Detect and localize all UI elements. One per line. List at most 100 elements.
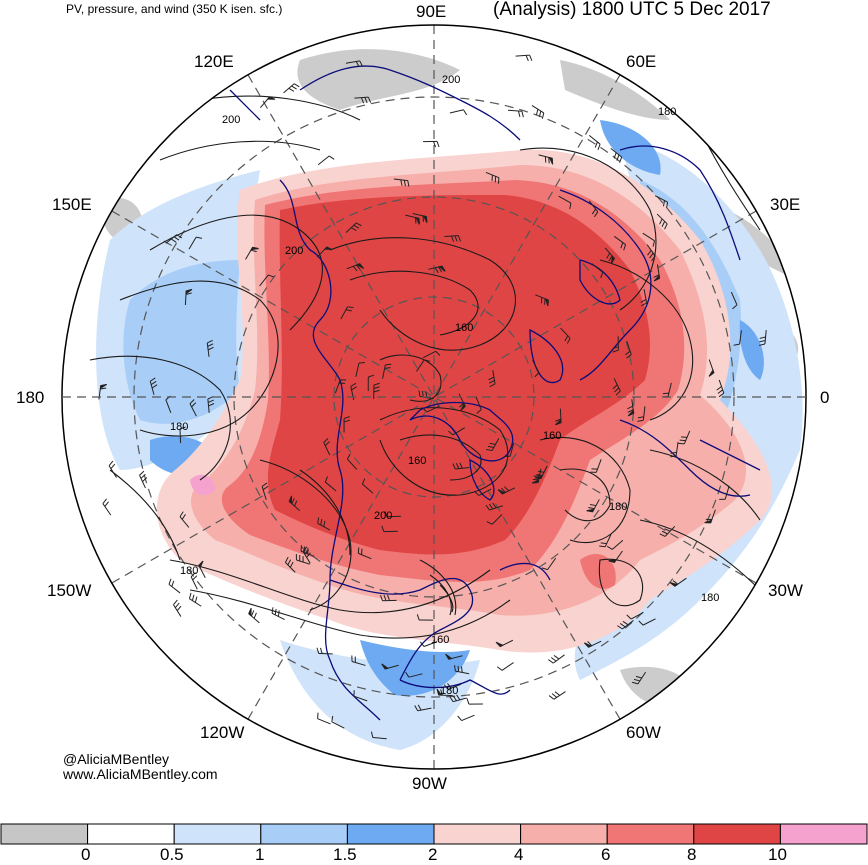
wind-barb	[206, 339, 214, 357]
lon-label-150e: 150E	[52, 195, 92, 214]
wind-barb	[475, 396, 482, 414]
wind-barb	[448, 427, 466, 436]
wind-barb	[548, 691, 566, 700]
wind-barbs	[98, 54, 767, 740]
wind-barb	[317, 155, 335, 166]
colorbar-tick: 1.5	[333, 845, 357, 864]
colorbar-swatch	[520, 823, 608, 845]
wind-barb	[259, 274, 275, 287]
lon-label-30w: 30W	[768, 581, 803, 600]
wind-barb	[283, 83, 300, 94]
wind-barb	[405, 214, 420, 225]
wind-barb	[716, 379, 725, 398]
wind-barb	[485, 502, 503, 511]
wind-barb	[504, 442, 515, 458]
wind-barb	[353, 690, 368, 702]
wind-barb	[316, 647, 333, 655]
contour-label: 200	[374, 510, 393, 522]
wind-barb	[381, 663, 399, 670]
wind-barb	[612, 336, 619, 353]
wind-barb	[350, 382, 357, 401]
wind-barb	[588, 200, 599, 218]
colorbar-swatch	[87, 823, 175, 845]
wind-barb	[496, 662, 514, 671]
colorbar-swatch	[346, 823, 435, 845]
wind-barb	[497, 486, 516, 495]
wind-barb	[730, 291, 738, 310]
wind-barb	[555, 408, 562, 426]
wind-barb	[670, 441, 679, 458]
wind-barb	[444, 235, 462, 242]
wind-barb	[535, 294, 549, 307]
meridian-lines	[111, 25, 757, 769]
wind-barb	[324, 476, 337, 492]
wind-barb	[443, 683, 462, 690]
wind-barb	[317, 712, 331, 725]
contour-label: 180	[701, 592, 720, 604]
meridian-line	[111, 210, 757, 584]
lon-label-30e: 30E	[770, 195, 801, 214]
wind-barb	[632, 671, 647, 685]
wind-barb	[316, 246, 333, 258]
wind-barb	[367, 374, 375, 392]
map-subtitle: PV, pressure, and wind (350 K isen. sfc.…	[66, 2, 283, 16]
wind-barb	[190, 572, 198, 590]
wind-barb	[617, 620, 634, 630]
wind-barb	[608, 550, 623, 564]
wind-barb	[457, 714, 475, 722]
wind-barb	[317, 517, 331, 531]
lon-label-60w: 60W	[626, 723, 661, 742]
wind-barb	[207, 396, 215, 413]
colorbar-tick: 8	[687, 845, 697, 864]
wind-barb	[584, 640, 602, 648]
wind-barb	[653, 264, 661, 282]
map-title: (Analysis) 1800 UTC 5 Dec 2017	[493, 0, 771, 20]
wind-barb	[355, 362, 365, 377]
colorbar-swatch	[606, 823, 695, 845]
wind-barb	[165, 234, 183, 244]
contour-label: 160	[408, 455, 427, 467]
lon-label-90e: 90E	[416, 2, 447, 21]
wind-barb	[758, 330, 767, 346]
wind-barb	[393, 178, 410, 187]
wind-barb	[188, 236, 203, 250]
wind-barb	[102, 498, 112, 516]
wind-barb	[586, 499, 600, 513]
wind-barb	[532, 359, 540, 378]
lon-label-60e: 60E	[626, 52, 657, 71]
lon-label-0: 0	[820, 388, 830, 407]
wind-barb	[625, 341, 632, 359]
credit-website[interactable]: www.AliciaMBentley.com	[63, 766, 218, 782]
wind-barb	[139, 470, 148, 489]
wind-barb	[486, 438, 500, 452]
wind-barb	[416, 614, 434, 621]
colorbar-tick: 6	[601, 845, 611, 864]
wind-barb	[486, 513, 503, 525]
colorbar	[0, 823, 868, 845]
wind-barb	[271, 607, 285, 620]
wind-barb	[323, 437, 331, 456]
coastlines	[229, 65, 761, 721]
contour-label: 160	[431, 634, 450, 646]
wind-barb	[531, 105, 545, 119]
wind-barb	[346, 453, 358, 470]
wind-barb	[495, 639, 514, 648]
wind-barb	[173, 599, 182, 617]
wind-barb	[422, 405, 440, 413]
wind-barb	[659, 525, 676, 537]
lon-label-120w: 120W	[200, 723, 245, 742]
wind-barb	[531, 468, 542, 484]
wind-barb	[541, 557, 557, 571]
wind-barb	[184, 288, 193, 305]
wind-barb	[449, 109, 468, 116]
wind-barb	[334, 379, 347, 394]
wind-barb	[654, 195, 669, 209]
wind-barb	[599, 533, 612, 548]
wind-barb	[419, 641, 438, 647]
contour-label: 200	[442, 74, 461, 86]
wind-barb	[340, 306, 354, 320]
wind-barb	[642, 232, 656, 247]
wind-barb	[382, 363, 392, 379]
wind-barb	[454, 665, 470, 675]
